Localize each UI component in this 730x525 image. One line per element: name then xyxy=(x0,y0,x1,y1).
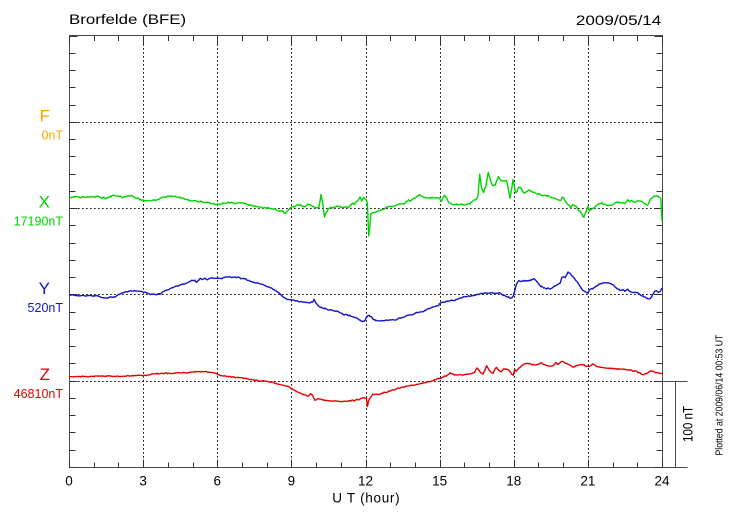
svg-text:6: 6 xyxy=(213,473,221,488)
svg-text:9: 9 xyxy=(288,473,296,488)
svg-text:12: 12 xyxy=(358,473,373,488)
svg-text:18: 18 xyxy=(506,473,521,488)
svg-text:F: F xyxy=(40,106,50,125)
svg-text:3: 3 xyxy=(139,473,147,488)
svg-text:Brorfelde (BFE): Brorfelde (BFE) xyxy=(69,13,186,28)
svg-text:U T (hour): U T (hour) xyxy=(332,491,400,506)
svg-text:Plotted at 2009/06/14 00:53 UT: Plotted at 2009/06/14 00:53 UT xyxy=(714,335,726,456)
svg-text:46810nT: 46810nT xyxy=(14,387,64,401)
svg-text:X: X xyxy=(39,193,50,212)
svg-text:100 nT: 100 nT xyxy=(681,406,696,442)
svg-text:21: 21 xyxy=(580,473,595,488)
svg-text:520nT: 520nT xyxy=(28,301,64,315)
svg-text:2009/05/14: 2009/05/14 xyxy=(576,14,662,29)
svg-text:0nT: 0nT xyxy=(41,128,63,142)
svg-text:24: 24 xyxy=(654,473,670,488)
svg-text:15: 15 xyxy=(432,473,447,488)
svg-text:Y: Y xyxy=(39,279,50,298)
svg-text:Z: Z xyxy=(40,365,50,384)
svg-text:17190nT: 17190nT xyxy=(14,215,64,229)
svg-text:0: 0 xyxy=(65,473,73,488)
